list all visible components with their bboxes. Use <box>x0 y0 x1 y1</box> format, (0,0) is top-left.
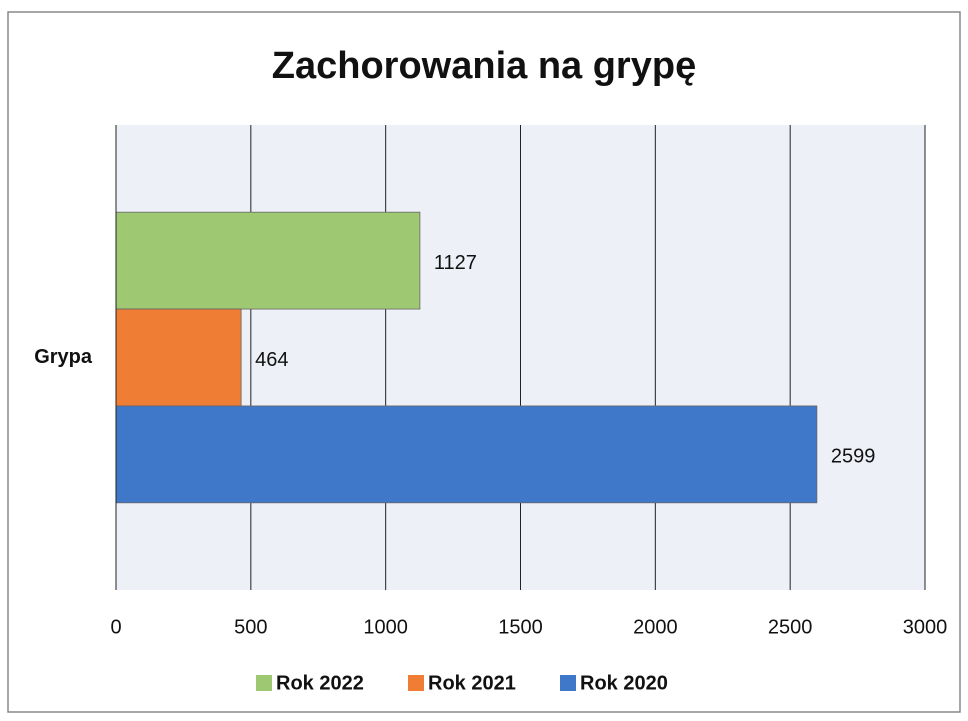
bar <box>115 405 818 504</box>
x-tick-label: 0 <box>110 616 121 638</box>
legend-label: Rok 2021 <box>428 672 516 694</box>
data-label: 2599 <box>831 446 876 468</box>
x-tick-label: 2500 <box>768 616 813 638</box>
legend-swatch <box>408 675 424 691</box>
x-tick-label: 1000 <box>363 616 408 638</box>
bar <box>115 308 242 407</box>
legend-swatch <box>560 675 576 691</box>
x-tick-label: 2000 <box>633 616 678 638</box>
x-tick-label: 3000 <box>903 616 948 638</box>
x-tick-label: 500 <box>234 616 267 638</box>
legend-swatch <box>256 675 272 691</box>
data-label: 1127 <box>434 252 477 274</box>
bar <box>115 211 421 310</box>
legend-label: Rok 2020 <box>580 672 668 694</box>
x-tick-label: 1500 <box>498 616 543 638</box>
legend-label: Rok 2022 <box>276 672 364 694</box>
y-tick-label: Grypa <box>34 346 93 368</box>
data-label: 464 <box>255 349 288 371</box>
chart-title: Zachorowania na grypę <box>272 45 696 87</box>
